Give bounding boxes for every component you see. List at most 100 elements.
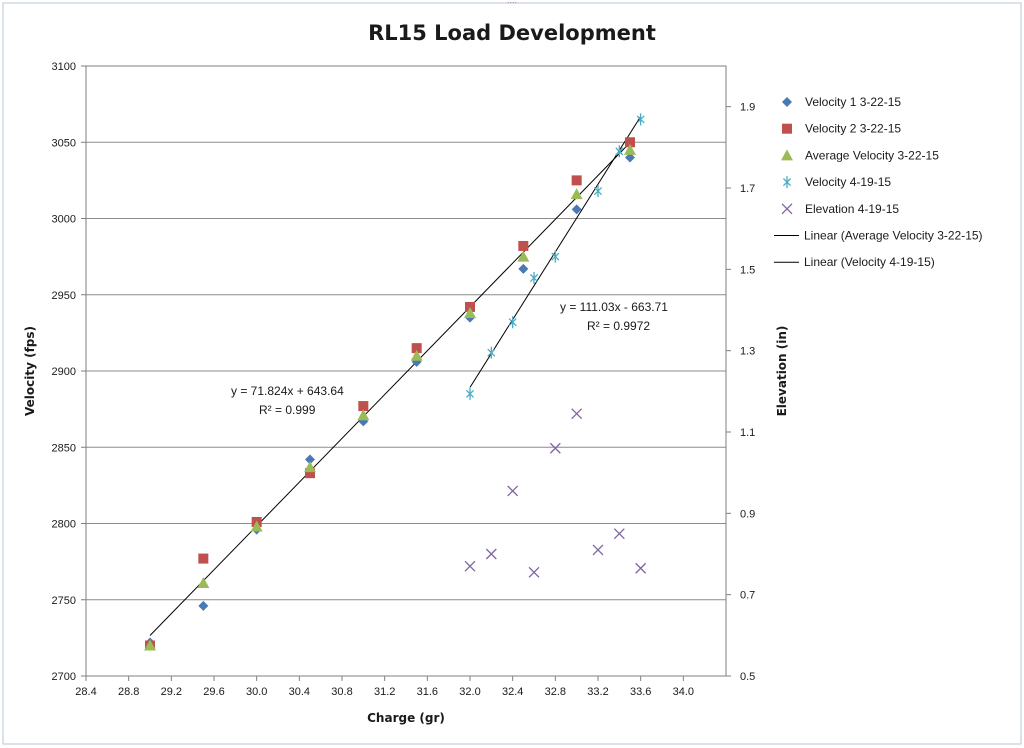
series3-point xyxy=(410,349,423,361)
series3-point xyxy=(464,307,476,319)
series4-point xyxy=(508,316,517,329)
x-tick-label: 32.8 xyxy=(545,686,566,698)
series2-point xyxy=(411,343,422,354)
series3-point xyxy=(144,639,156,651)
x-tick-label: 29.6 xyxy=(203,686,224,698)
y-tick-label: 3000 xyxy=(52,214,76,226)
legend-marker-2 xyxy=(782,123,792,134)
y2-tick-label: 1.5 xyxy=(740,264,755,276)
x-tick-label: 34.0 xyxy=(673,686,694,698)
trend1-equation: y = 71.824x + 643.64 xyxy=(231,384,344,398)
series1-point xyxy=(571,204,582,215)
x-tick-label: 31.6 xyxy=(417,686,438,698)
trend1-r2: R² = 0.999 xyxy=(259,403,316,417)
x-tick-label: 30.0 xyxy=(246,686,267,698)
x-axis-label: Charge (gr) xyxy=(367,711,445,725)
y-tick-label: 3100 xyxy=(52,61,76,73)
legend-label-1: Velocity 1 3-22-15 xyxy=(805,95,901,109)
legend-marker-3 xyxy=(781,149,793,161)
y-tick-label: 2850 xyxy=(52,442,76,454)
series3-point xyxy=(250,520,263,532)
series3-point xyxy=(570,188,583,200)
series2-point xyxy=(625,137,635,148)
series5-point xyxy=(528,566,540,578)
series5-point xyxy=(507,485,519,497)
y-tick-label: 2700 xyxy=(52,671,76,683)
y2-tick-label: 0.7 xyxy=(740,590,755,602)
series5-point xyxy=(549,442,561,454)
series5-point xyxy=(571,408,583,420)
y2-axis-label: Elevation (in) xyxy=(775,326,789,417)
y-axis-ticks: 2700 2750 2800 2850 2900 2950 3000 3050 3100 xyxy=(52,61,86,683)
trendline-1 xyxy=(149,142,631,636)
x-axis-ticks: 28.4 28.8 29.2 29.6 30.0 30.4 30.8 31.2 31.6 32.0… xyxy=(75,676,694,698)
series4-point xyxy=(529,271,539,284)
series3-point xyxy=(197,576,210,588)
x-tick-label: 33.2 xyxy=(587,686,608,698)
y-tick-label: 2800 xyxy=(52,519,76,531)
series2-point xyxy=(571,175,582,186)
series4-point xyxy=(487,346,496,359)
series2-point xyxy=(305,468,315,479)
legend: Velocity 1 3-22-15 Velocity 2 3-22-15 Aver… xyxy=(774,95,983,269)
legend-trend-label-1: Linear (Average Velocity 3-22-15) xyxy=(804,229,983,243)
series3-point xyxy=(624,143,636,155)
series2-point xyxy=(518,240,529,251)
y-tick-label: 2750 xyxy=(52,595,76,607)
series4-point xyxy=(593,185,603,198)
series5-point xyxy=(592,544,604,556)
x-tick-label: 28.4 xyxy=(75,686,96,698)
data-points xyxy=(144,113,647,651)
x-tick-label: 29.2 xyxy=(161,686,182,698)
resize-grip-dots: .... xyxy=(507,0,517,5)
series1-point xyxy=(625,152,635,163)
series1-point xyxy=(305,454,315,465)
x-tick-label: 28.8 xyxy=(118,686,139,698)
legend-label-4: Velocity 4-19-15 xyxy=(805,175,891,189)
legend-marker-1 xyxy=(782,97,792,107)
legend-label-5: Elevation 4-19-15 xyxy=(805,202,899,216)
series4-point xyxy=(615,145,624,158)
y2-tick-label: 1.1 xyxy=(740,427,755,439)
series4-point xyxy=(551,250,560,263)
x-tick-label: 33.6 xyxy=(630,686,651,698)
series2-point xyxy=(358,401,369,412)
series5-point xyxy=(635,562,647,574)
trend2-equation: y = 111.03x - 663.71 xyxy=(560,300,668,314)
y2-tick-label: 0.5 xyxy=(740,671,755,683)
series5-point xyxy=(485,548,497,560)
series1-point xyxy=(518,263,529,274)
x-tick-label: 30.8 xyxy=(331,686,352,698)
chart-title: RL15 Load Development xyxy=(368,21,656,45)
series4-point xyxy=(465,387,475,400)
y2-tick-label: 1.9 xyxy=(740,102,755,114)
y-axis-label: Velocity (fps) xyxy=(23,326,37,416)
x-tick-label: 31.2 xyxy=(374,686,395,698)
y2-tick-label: 0.9 xyxy=(740,508,755,520)
x-tick-label: 32.0 xyxy=(459,686,480,698)
series5-point xyxy=(464,560,476,572)
trend2-r2: R² = 0.9972 xyxy=(587,319,650,333)
y-tick-label: 2900 xyxy=(52,366,76,378)
series4-point xyxy=(636,113,645,126)
y2-tick-label: 1.7 xyxy=(740,183,755,195)
x-tick-label: 32.4 xyxy=(502,686,523,698)
y2-axis-ticks: 0.5 0.7 0.9 1.1 1.3 1.5 1.7 1.9 xyxy=(726,102,755,683)
trendline-equations: y = 71.824x + 643.64 R² = 0.999 y = 111.03… xyxy=(231,300,668,417)
x-tick-label: 30.4 xyxy=(289,686,310,698)
series3-point xyxy=(357,409,370,421)
series3-point xyxy=(517,250,530,262)
legend-marker-4 xyxy=(782,176,792,189)
legend-label-2: Velocity 2 3-22-15 xyxy=(805,122,901,136)
legend-trend-label-2: Linear (Velocity 4-19-15) xyxy=(804,255,935,269)
legend-marker-5 xyxy=(781,203,793,215)
y-tick-label: 2950 xyxy=(52,290,76,302)
series2-point xyxy=(198,553,209,564)
legend-label-3: Average Velocity 3-22-15 xyxy=(805,148,939,162)
y-tick-label: 3050 xyxy=(52,137,76,149)
series5-point xyxy=(613,528,625,540)
series1-point xyxy=(198,600,209,611)
